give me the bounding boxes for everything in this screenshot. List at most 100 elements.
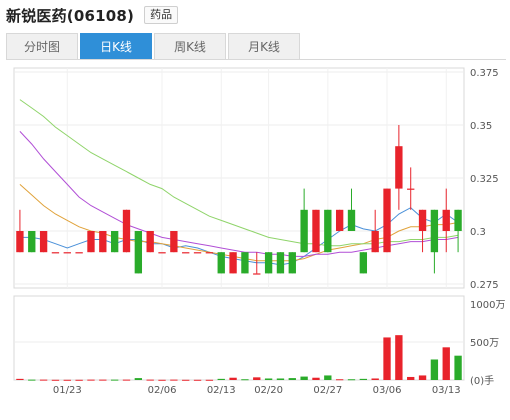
volume-bar-up — [229, 377, 237, 380]
tab-monthly-k[interactable]: 月K线 — [228, 33, 300, 59]
candle-body-up — [193, 252, 202, 254]
volume-bar-down — [28, 379, 36, 381]
candle-body-down — [324, 209, 332, 253]
volume-bar-up — [442, 347, 450, 380]
candle-body-up — [383, 188, 391, 253]
stock-title: 新锐医药(06108) — [6, 6, 135, 25]
date-tick-label: 03/06 — [373, 385, 402, 396]
candle-body-down — [264, 252, 273, 274]
candle-body-up — [205, 252, 214, 254]
volume-bar-up — [51, 379, 60, 381]
volume-bar-up — [99, 379, 107, 381]
volume-bar-up — [371, 378, 379, 380]
volume-bar-up — [16, 378, 24, 380]
candle-body-down — [288, 252, 296, 274]
volume-bar-down — [134, 378, 143, 380]
candle-body-up — [442, 209, 450, 231]
volume-bar-up — [418, 375, 427, 380]
candle-body-down — [110, 231, 119, 253]
volume-bar-down — [241, 379, 249, 381]
candle-body-down — [241, 252, 249, 274]
volume-bar-up — [193, 379, 202, 381]
candle-body-up — [371, 231, 379, 253]
volume-bar-up — [312, 377, 320, 380]
candle-body-down — [28, 231, 36, 253]
candle-body-up — [99, 231, 107, 253]
candle-body-up — [158, 252, 166, 254]
volume-tick-label: 1000万 — [470, 300, 505, 311]
volume-bar-up — [383, 337, 391, 380]
candle-body-up — [16, 231, 24, 253]
volume-tick-label: (0)手 — [470, 374, 494, 387]
tab-daily-k[interactable]: 日K线 — [80, 33, 152, 59]
candle-body-up — [51, 252, 60, 254]
date-tick-label: 03/13 — [432, 385, 461, 396]
candle-body-up — [253, 273, 261, 275]
candle-body-up — [312, 209, 320, 253]
volume-bar-down — [430, 359, 439, 380]
volume-bar-up — [407, 376, 415, 380]
candle-body-up — [182, 252, 190, 254]
candle-body-up — [395, 146, 403, 189]
candle-body-down — [430, 209, 439, 253]
date-tick-label: 01/23 — [53, 385, 82, 396]
price-tick-label: 0.325 — [470, 174, 499, 185]
volume-bar-up — [122, 379, 131, 381]
volume-bar-up — [75, 379, 83, 381]
price-tick-label: 0.275 — [470, 280, 499, 291]
price-tick-label: 0.35 — [470, 121, 492, 132]
volume-bar-down — [288, 378, 296, 380]
date-tick-label: 02/06 — [148, 385, 177, 396]
volume-bar-up — [170, 379, 178, 381]
kline-svg: 0.375 0.35 0.325 0.3 0.275 1000万 500万 (0)手 01/23… — [13, 67, 505, 396]
industry-tag[interactable]: 药品 — [144, 6, 179, 24]
volume-bar-up — [39, 379, 48, 381]
candle-body-down — [359, 252, 368, 274]
candle-body-up — [39, 231, 48, 253]
candle-body-up — [63, 252, 71, 254]
volume-bar-up — [395, 335, 403, 380]
volume-bar-down — [347, 379, 356, 381]
volume-bar-down — [110, 379, 119, 381]
volume-bar-down — [454, 355, 462, 380]
candle-body-up — [229, 252, 237, 274]
volume-bar-down — [217, 378, 225, 380]
volume-bar-down — [300, 376, 308, 380]
candle-body-up — [122, 209, 131, 253]
kline-chart[interactable]: 0.375 0.35 0.325 0.3 0.275 1000万 500万 (0)手 01/23… — [0, 60, 510, 416]
date-tick-label: 02/20 — [254, 385, 283, 396]
volume-bar-up — [205, 379, 214, 381]
volume-tick-label: 500万 — [470, 338, 499, 349]
volume-bar-up — [63, 379, 71, 381]
volume-bar-up — [87, 379, 95, 381]
period-tabs: 分时图 日K线 周K线 月K线 — [6, 33, 506, 60]
volume-bar-down — [324, 375, 332, 380]
candle-body-down — [300, 209, 308, 253]
volume-bar-down — [264, 378, 273, 380]
candle-body-up — [407, 188, 415, 190]
candle-body-up — [170, 231, 178, 253]
volume-bar-down — [276, 378, 285, 380]
candle-body-up — [75, 252, 83, 254]
tab-intraday[interactable]: 分时图 — [6, 33, 78, 59]
price-tick-label: 0.375 — [470, 68, 499, 79]
candle-body-down — [347, 209, 356, 231]
volume-bar-up — [146, 379, 154, 381]
date-tick-label: 02/13 — [207, 385, 236, 396]
candle-body-up — [87, 231, 95, 253]
volume-bar-down — [359, 378, 368, 380]
candle-body-up — [146, 231, 154, 253]
stock-header: 新锐医药(06108) 药品 — [6, 4, 179, 26]
candle-body-down — [134, 231, 143, 274]
candle-body-down — [276, 252, 285, 274]
volume-bar-up — [253, 377, 261, 380]
volume-bar-up — [182, 379, 190, 381]
tab-weekly-k[interactable]: 周K线 — [154, 33, 226, 59]
date-tick-label: 02/27 — [313, 385, 342, 396]
candle-body-down — [454, 209, 462, 231]
volume-bar-up — [335, 379, 344, 381]
price-tick-label: 0.3 — [470, 227, 486, 238]
candle-body-down — [217, 252, 225, 274]
candle-body-up — [335, 209, 344, 231]
volume-bar-up — [158, 379, 166, 381]
